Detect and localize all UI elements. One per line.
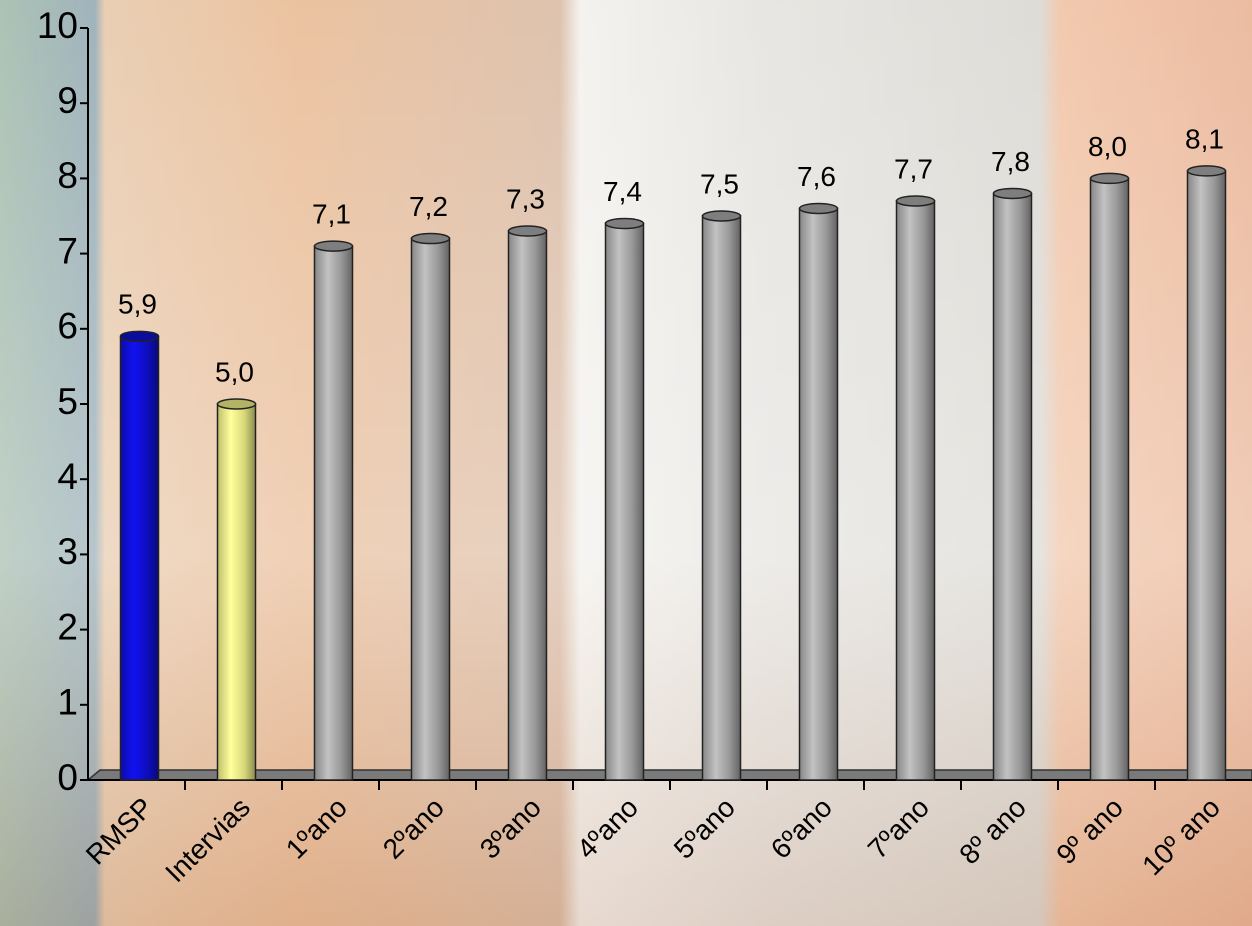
x-tick-label: 6ºano: [765, 792, 838, 865]
bar: [1186, 170, 1227, 781]
bar-cap: [701, 210, 742, 222]
bar: [895, 200, 936, 781]
y-tick-label: 10: [37, 5, 78, 46]
bar-cap: [119, 330, 160, 343]
x-tick-label: 1ºano: [280, 792, 353, 865]
bar-cap: [1089, 172, 1130, 185]
x-tick-label: 8º ano: [953, 792, 1032, 871]
bar: [798, 207, 839, 781]
x-tick-label: 3ºano: [474, 792, 547, 865]
value-label: 7,6: [797, 161, 836, 192]
y-tick-label: 0: [57, 757, 78, 798]
bar-cap: [1186, 165, 1227, 177]
x-tick-label: 2ºano: [377, 792, 450, 865]
value-label: 7,2: [409, 191, 448, 222]
value-label: 8,1: [1185, 123, 1224, 154]
value-label: 7,5: [700, 168, 739, 199]
bar: [119, 335, 160, 781]
x-tick-label: 9º ano: [1050, 792, 1129, 871]
bar: [701, 215, 742, 781]
bar: [216, 403, 257, 781]
value-label: 8,0: [1088, 131, 1127, 162]
bar: [604, 222, 645, 781]
bar-cap: [410, 232, 451, 245]
value-label: 7,8: [991, 146, 1030, 177]
bar: [507, 230, 548, 781]
bar: [410, 237, 451, 781]
y-tick-label: 6: [57, 306, 78, 347]
bar-cap: [992, 187, 1033, 200]
y-tick-label: 2: [57, 606, 78, 647]
bar: [992, 192, 1033, 781]
value-label: 5,9: [118, 289, 157, 320]
bar-cap: [604, 217, 645, 230]
bar: [313, 245, 354, 781]
x-tick-label: 7ºano: [862, 792, 935, 865]
bar-cap: [798, 202, 839, 215]
value-label: 7,7: [894, 153, 933, 184]
x-tick-label: Intervias: [159, 792, 256, 889]
value-label: 7,1: [312, 198, 351, 229]
y-tick-label: 4: [57, 456, 78, 497]
bar-cap: [216, 398, 257, 410]
y-tick-label: 8: [57, 155, 78, 196]
value-label: 7,4: [603, 176, 642, 207]
bar-cap: [895, 195, 936, 207]
floor: [85, 769, 1252, 781]
x-tick-label: 5ºano: [668, 792, 741, 865]
y-tick-label: 3: [57, 531, 78, 572]
bar: [1089, 177, 1130, 781]
y-tick-label: 7: [57, 230, 78, 271]
x-tick-label: 10º ano: [1136, 792, 1226, 882]
x-tick-label: RMSP: [80, 792, 159, 871]
value-label: 7,3: [506, 183, 545, 214]
y-tick-label: 5: [57, 381, 78, 422]
x-tick-label: 4ºano: [571, 792, 644, 865]
y-tick-label: 9: [57, 80, 78, 121]
bar-cap: [313, 240, 354, 252]
value-label: 5,0: [215, 356, 254, 387]
bar-cap: [507, 225, 548, 237]
y-tick-label: 1: [57, 682, 78, 723]
